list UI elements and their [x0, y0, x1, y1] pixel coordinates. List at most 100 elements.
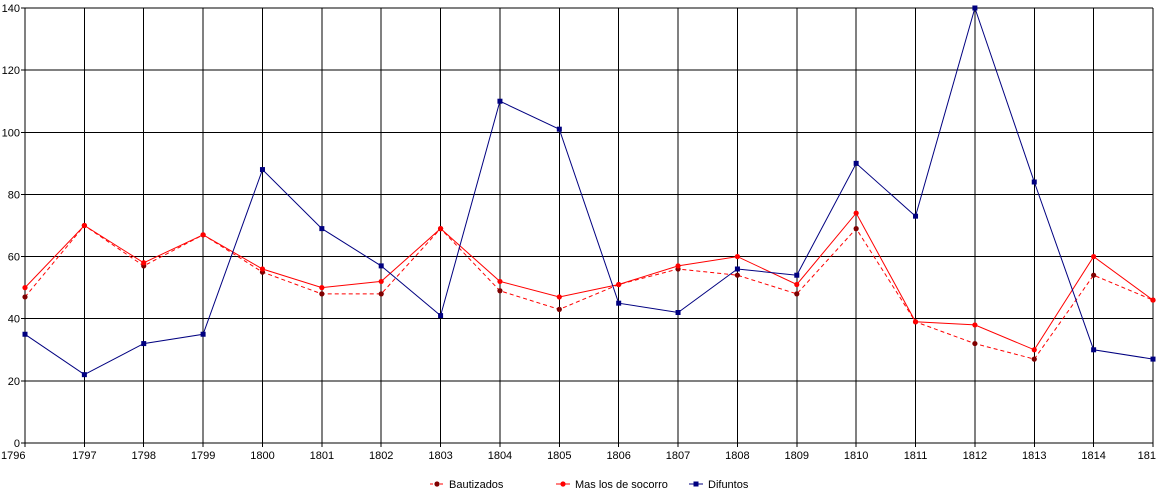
x-tick-label: 1797 [72, 450, 96, 462]
data-point [972, 5, 978, 11]
x-tick-label: 181 [1138, 450, 1156, 462]
data-point [556, 294, 562, 300]
data-point [497, 288, 503, 294]
legend-item: Bautizados [430, 479, 504, 491]
series-mas-los-de-socorro [22, 210, 1156, 353]
data-point [1031, 347, 1037, 353]
data-point [378, 263, 384, 269]
series-bautizados [22, 222, 1156, 362]
data-point [497, 98, 503, 104]
data-point [81, 372, 87, 378]
data-point [853, 160, 859, 166]
data-point [1091, 253, 1097, 260]
x-tick-label: 1805 [547, 450, 571, 462]
x-tick-label: 1811 [904, 450, 928, 462]
data-point [22, 285, 28, 291]
data-point [1150, 297, 1156, 303]
legend-marker [693, 481, 699, 487]
data-point [438, 313, 444, 319]
x-tick-label: 1799 [191, 450, 215, 462]
data-point [259, 167, 265, 173]
data-point [319, 285, 325, 291]
data-point [22, 331, 28, 337]
data-point [913, 213, 919, 219]
data-point [734, 266, 740, 272]
data-point [22, 294, 28, 300]
series-line [24, 6, 1154, 376]
x-axis-ticks: 1796 1797 1798 1799 1800 1801 1802 1803 1804 1805… [1, 443, 1156, 462]
data-point [1150, 356, 1156, 362]
data-point [734, 272, 741, 278]
x-tick-label: 1806 [606, 450, 630, 462]
legend-marker [434, 481, 440, 487]
x-tick-label: 1814 [1081, 450, 1105, 462]
data-point [1031, 179, 1037, 185]
y-tick-label: 100 [2, 127, 20, 139]
y-tick-label: 20 [8, 376, 20, 388]
data-point [141, 260, 147, 266]
legend-label: Mas los de socorro [575, 479, 668, 491]
grid [25, 7, 1154, 443]
y-axis-ticks: 0 20 40 60 80 100 120 140 [2, 3, 25, 450]
x-tick-label: 1801 [310, 450, 334, 462]
data-point [972, 322, 978, 328]
data-point [497, 278, 503, 285]
series-group [22, 5, 1156, 378]
y-tick-label: 40 [8, 314, 20, 326]
legend: Bautizados Mas los de socorro Difuntos [430, 479, 749, 491]
data-point [378, 291, 384, 297]
data-point [200, 232, 206, 238]
data-point [616, 281, 622, 288]
y-tick-label: 80 [8, 189, 20, 201]
series-difuntos [22, 5, 1156, 378]
x-tick-label: 1804 [488, 450, 512, 462]
data-point [1091, 347, 1097, 353]
x-tick-label: 1796 [1, 450, 25, 462]
legend-marker [560, 481, 566, 487]
legend-item: Difuntos [689, 479, 749, 491]
legend-label: Bautizados [449, 479, 504, 491]
axes [24, 8, 1153, 444]
data-point [675, 263, 681, 269]
x-tick-label: 1810 [844, 450, 868, 462]
data-point [734, 253, 741, 260]
data-point [378, 278, 384, 285]
data-point [1031, 356, 1037, 362]
data-point [81, 222, 87, 229]
data-point [794, 272, 800, 278]
legend-label: Difuntos [708, 479, 749, 491]
series-line [24, 224, 1154, 360]
y-tick-label: 0 [14, 438, 20, 450]
data-point [794, 291, 800, 297]
series-line [24, 212, 1154, 351]
x-tick-label: 1803 [428, 450, 452, 462]
data-point [259, 266, 266, 272]
data-point [972, 340, 978, 347]
x-tick-label: 1807 [666, 450, 690, 462]
y-tick-label: 140 [2, 3, 20, 15]
data-point [794, 281, 800, 288]
y-tick-label: 60 [8, 252, 20, 264]
data-point [437, 226, 444, 232]
x-tick-label: 1812 [963, 450, 987, 462]
x-tick-label: 1808 [725, 450, 749, 462]
x-tick-label: 1813 [1022, 450, 1046, 462]
data-point [200, 331, 206, 337]
x-tick-label: 1798 [131, 450, 155, 462]
x-tick-label: 1802 [369, 450, 393, 462]
data-point [319, 226, 325, 232]
x-tick-label: 1809 [785, 450, 809, 462]
data-point [141, 341, 147, 347]
x-tick-label: 1800 [250, 450, 274, 462]
data-point [319, 291, 325, 297]
data-point [853, 226, 859, 232]
data-point [912, 319, 919, 325]
data-point [1091, 272, 1097, 278]
data-point [853, 210, 859, 216]
data-point [675, 310, 681, 315]
y-tick-label: 120 [2, 65, 20, 77]
data-point [556, 306, 562, 312]
data-point [556, 126, 562, 132]
legend-item: Mas los de socorro [556, 479, 668, 491]
